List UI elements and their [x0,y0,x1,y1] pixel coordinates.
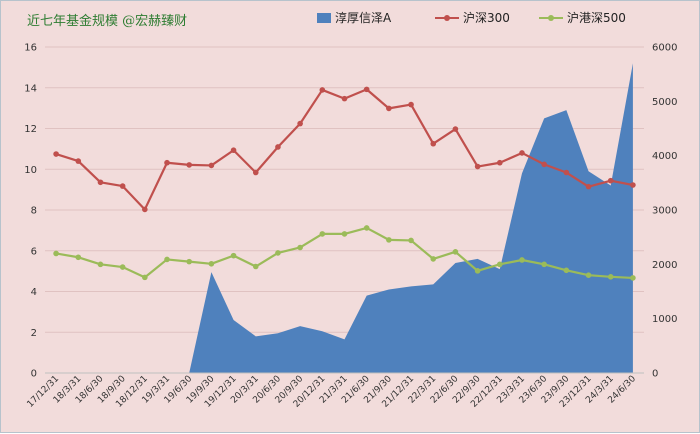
y-tick-label-right: 3000 [652,206,677,217]
data-point-series-2 [430,140,437,147]
data-point-series-3 [474,268,481,274]
y-tick-label-right: 2000 [652,260,677,271]
data-point-series-3 [275,250,281,256]
data-point-series-3 [297,244,303,251]
data-point-series-3 [341,231,348,237]
right-axis: 0 1000 2000 3000 4000 5000 6000 [652,43,677,380]
data-point-series-2 [630,182,636,188]
y-tick-label-right: 4000 [652,151,677,162]
legend: 淳厚信泽A 沪深300 沪港深500 [317,10,626,25]
data-point-series-2 [208,162,215,169]
data-point-series-2 [452,126,459,132]
y-tick-label-left: 14 [24,83,37,94]
data-point-series-2 [607,177,614,184]
data-point-series-3 [208,260,215,267]
y-tick-label-left: 10 [24,165,37,176]
data-point-series-2 [585,183,592,190]
data-point-series-2 [541,161,547,168]
line-series [53,86,636,281]
left-axis: 0 2 4 6 8 10 12 14 16 [24,43,37,380]
data-point-series-3 [408,237,414,244]
area-淳厚信泽A [189,63,633,374]
data-point-series-2 [496,159,503,166]
data-point-series-2 [563,169,570,176]
data-point-series-3 [541,261,547,268]
data-point-series-3 [519,257,525,263]
data-point-series-3 [186,258,193,265]
data-point-series-2 [474,163,481,170]
data-point-series-3 [164,256,170,263]
data-point-series-3 [585,272,592,279]
data-point-series-3 [230,252,237,259]
y-tick-label-left: 6 [31,246,37,257]
area-series [189,63,633,374]
data-point-series-2 [275,144,281,150]
chart-title: 近七年基金规模 @宏赫臻财 [27,13,187,29]
data-point-series-2 [230,147,237,154]
y-tick-label-right: 1000 [652,314,677,325]
y-tick-label-right: 6000 [652,43,677,54]
y-tick-label-left: 2 [31,328,37,339]
x-axis: 17/12/3118/3/3118/6/3018/9/3018/12/3119/… [26,372,644,410]
data-point-series-2 [297,120,303,127]
data-point-series-3 [142,274,148,281]
data-point-series-2 [363,86,370,93]
data-point-series-3 [563,267,570,274]
data-point-series-3 [53,250,59,257]
data-point-series-3 [607,274,614,280]
data-point-series-2 [319,87,326,93]
data-point-series-3 [430,256,437,262]
legend-swatch-series-1 [317,13,331,23]
data-point-series-3 [119,264,126,270]
data-point-series-3 [97,261,104,268]
data-point-series-3 [386,237,392,243]
data-point-series-3 [630,275,636,281]
y-tick-label-left: 8 [31,206,37,217]
legend-marker-series-2 [444,15,450,21]
y-tick-label-right: 5000 [652,97,677,108]
data-point-series-3 [75,254,82,261]
data-point-series-3 [496,261,503,268]
data-point-series-2 [142,206,148,213]
legend-label-series-1: 淳厚信泽A [335,10,392,25]
data-point-series-2 [119,183,126,189]
data-point-series-2 [97,179,104,186]
data-point-series-2 [519,150,525,156]
data-point-series-2 [53,151,59,157]
y-tick-label-left: 0 [31,369,37,380]
y-tick-label-left: 16 [24,43,37,54]
data-point-series-3 [363,225,370,231]
legend-label-series-2: 沪深300 [463,11,510,25]
y-tick-label-right: 0 [652,369,658,380]
data-point-series-3 [252,263,259,270]
data-point-series-2 [341,95,348,102]
data-point-series-2 [408,101,414,108]
data-point-series-3 [319,231,326,237]
data-point-series-2 [186,162,193,168]
data-point-series-2 [386,105,392,112]
data-point-series-2 [75,158,82,164]
data-point-series-2 [252,169,259,176]
y-tick-label-left: 4 [31,287,37,298]
data-point-series-2 [164,159,170,166]
legend-label-series-3: 沪港深500 [567,11,626,25]
y-tick-label-left: 12 [24,124,37,135]
legend-marker-series-3 [548,15,554,21]
data-point-series-3 [452,249,459,255]
